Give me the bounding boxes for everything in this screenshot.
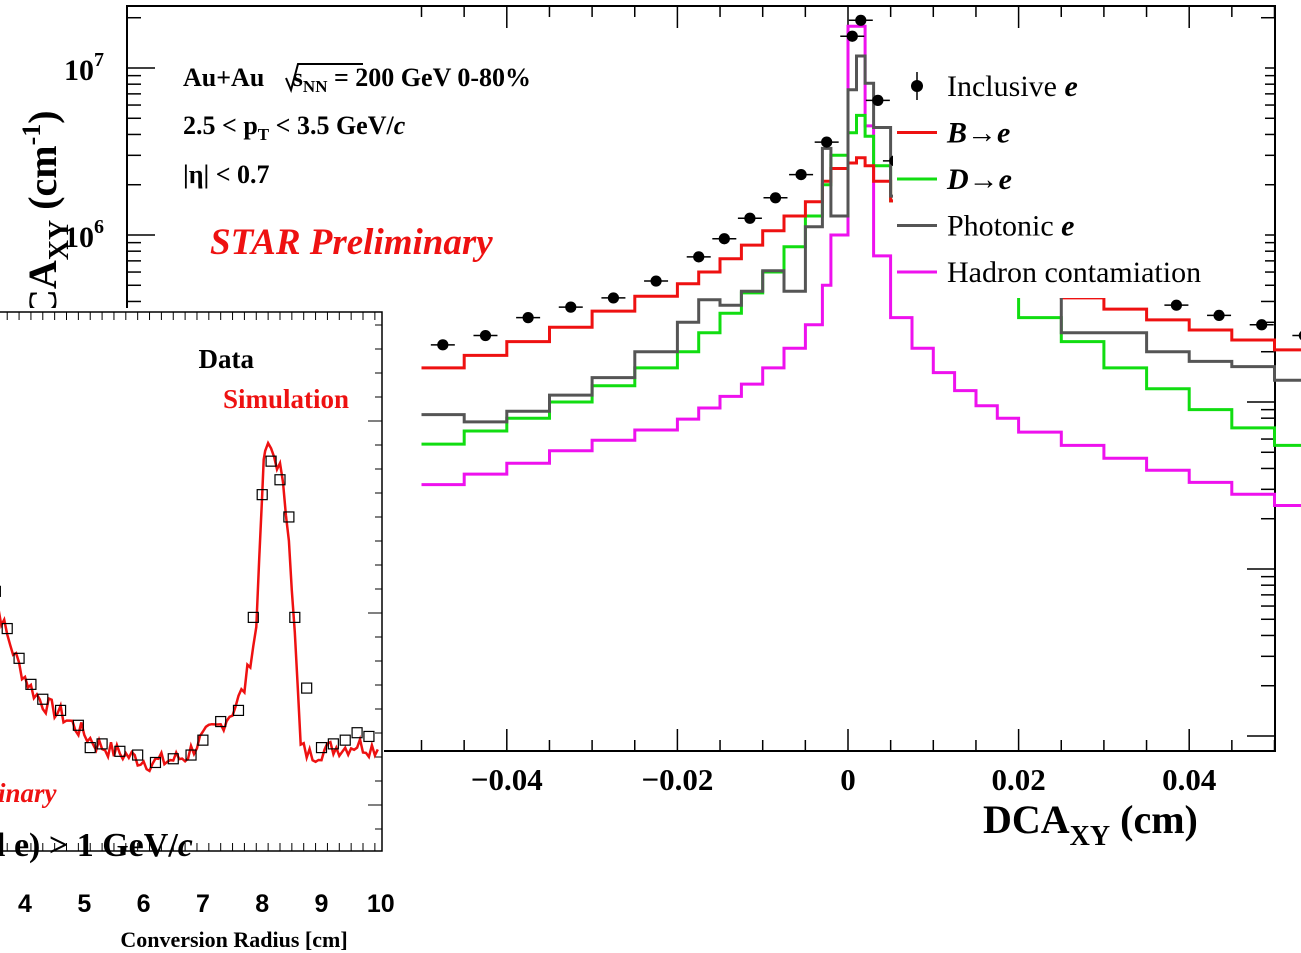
inset-data-point (339, 734, 351, 746)
histogram-hadron (421, 24, 1301, 507)
inset-x-tick-label: 4 (18, 890, 32, 918)
legend-label-d_to_e: D→e (946, 163, 1012, 196)
inclusive-point (607, 292, 620, 304)
inset-data-point (167, 753, 179, 765)
inset-legend-simulation: Simulation (223, 384, 349, 414)
inset-data-point (247, 611, 259, 624)
inset-simulation-curve (0, 440, 379, 773)
inclusive-point (1213, 309, 1225, 322)
x-tick-label: 0.04 (1162, 762, 1216, 797)
inclusive-point (821, 136, 833, 148)
inset-data-point (232, 704, 245, 717)
inset-data-point (363, 730, 375, 743)
inclusive-point (769, 192, 782, 204)
inset-data-point (289, 611, 301, 624)
inset-data-point (283, 511, 295, 523)
legend-label-b_to_e: B→e (946, 117, 1010, 150)
inset-data-point (301, 682, 313, 694)
inclusive-point (795, 168, 807, 181)
inclusive-point (846, 30, 858, 42)
inset-frame (0, 311, 383, 852)
x-tick-label: 0.02 (991, 762, 1045, 797)
legend-marker-inclusive (911, 80, 923, 92)
inset-x-tick-label: 7 (196, 890, 210, 918)
inset-data-point (37, 693, 49, 705)
inset-data-point (351, 727, 363, 739)
pt-range-label: 2.5 < pT < 3.5 GeV/c (183, 111, 406, 144)
inset-x-tick-label: 9 (315, 890, 329, 918)
y-tick-label: 106 (64, 216, 104, 254)
inclusive-point (693, 251, 705, 263)
inclusive-point (522, 312, 534, 324)
inset-plot: 4 5 6 7 8 9 10 Data Simulation inary l e) > 1 … (0, 308, 395, 952)
inclusive-point (718, 233, 730, 245)
inset-data-point (327, 738, 339, 750)
inset-data-point (132, 749, 144, 761)
x-tick-label: −0.04 (471, 762, 543, 797)
main-legend: Inclusive e B→e D→e Photonic e Hadron contam… (893, 58, 1265, 298)
inclusive-point (855, 14, 867, 26)
inset-x-tick-label: 5 (77, 890, 91, 918)
inset-x-tick-label: 10 (367, 890, 395, 918)
eta-range-label: |η| < 0.7 (183, 160, 270, 189)
main-y-axis-title: CAXY (cm-1) (17, 110, 75, 318)
collision-system-label: Au+Au sNN = 200 GeV 0-80% (183, 63, 531, 96)
inclusive-point (744, 212, 756, 224)
inset-data-point (274, 474, 286, 486)
inset-background (0, 308, 384, 853)
inclusive-point (437, 339, 449, 351)
inclusive-point (1256, 319, 1268, 331)
inset-data-point (185, 749, 197, 761)
inset-data-point (265, 455, 277, 467)
inclusive-point (565, 301, 577, 313)
inset-preliminary-label: inary (0, 778, 58, 808)
legend-label-photonic: Photonic e (947, 210, 1075, 243)
inset-data-point (256, 489, 268, 501)
x-tick-label: 0 (840, 762, 856, 797)
sqrt-sign (285, 63, 363, 94)
inset-data-point (96, 738, 108, 750)
inset-data-point (72, 719, 84, 731)
inclusive-point (872, 94, 884, 106)
inset-data-point (315, 741, 328, 754)
inset-data-point (54, 704, 67, 717)
main-x-axis-title: DCAXY (cm) (983, 797, 1198, 852)
inset-data-point (197, 734, 209, 746)
inset-data-point (1, 622, 13, 635)
inclusive-point (479, 329, 492, 342)
inset-curves (0, 440, 379, 773)
inset-data-point (215, 715, 227, 728)
inset-y-axis (368, 324, 382, 830)
inset-x-axis-title: Conversion Radius [cm] (120, 927, 347, 952)
legend-label-hadron: Hadron contamiation (947, 256, 1201, 289)
inclusive-point (1170, 299, 1183, 311)
inset-data-point (84, 741, 96, 754)
inset-x-tick-label: 6 (137, 890, 151, 918)
inset-data-point (149, 756, 162, 769)
y-tick-label: 107 (64, 49, 104, 87)
inset-legend-data: Data (199, 344, 255, 374)
x-tick-label: −0.02 (641, 762, 713, 797)
inset-data-point (25, 678, 37, 690)
inclusive-point (650, 275, 662, 287)
inset-data-point (114, 745, 126, 757)
legend-background (893, 58, 1265, 298)
main-y-axis: 107 106 (64, 16, 1275, 737)
star-preliminary-label: STAR Preliminary (210, 222, 493, 263)
inset-x-tick-label: 8 (255, 890, 269, 918)
inset-x-axis: 4 5 6 7 8 9 10 (6, 312, 395, 918)
inset-cut-label: l e) > 1 GeV/c (0, 827, 193, 864)
inset-data-point (13, 652, 25, 664)
legend-label-inclusive: Inclusive e (947, 70, 1078, 103)
inclusive-point (1298, 331, 1301, 341)
